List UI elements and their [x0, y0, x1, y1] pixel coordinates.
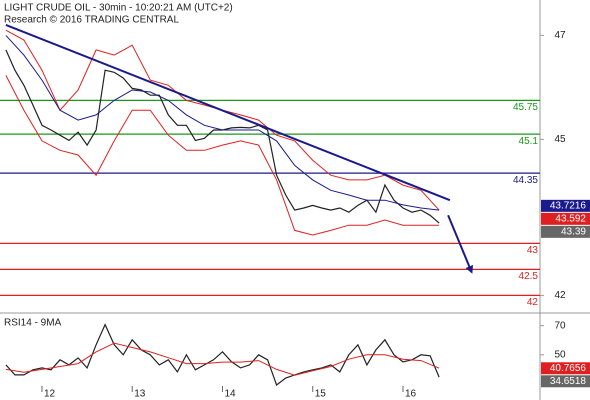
price-tag — [541, 362, 590, 375]
price-tag-label: 43.592 — [555, 213, 586, 224]
level-label: 45.75 — [513, 102, 538, 113]
level-label: 45.1 — [519, 136, 539, 147]
y-tick-label: 42 — [554, 290, 566, 301]
series-line — [5, 35, 440, 211]
y-tick-label: 50 — [554, 349, 566, 360]
y-tick-label: 70 — [554, 320, 566, 331]
level-label: 42.5 — [519, 271, 539, 282]
price-tag — [541, 212, 590, 225]
chart-subtitle: Research © 2016 TRADING CENTRAL — [4, 15, 179, 26]
x-tick-label: 15 — [315, 389, 327, 400]
x-tick-label: 16 — [405, 389, 417, 400]
price-tag-label: 34.6518 — [550, 376, 587, 387]
series-line — [5, 323, 440, 386]
series-line — [5, 342, 440, 376]
price-tag-label: 43.39 — [561, 226, 586, 237]
price-tag — [541, 375, 590, 388]
level-label: 44.35 — [513, 175, 538, 186]
price-tag-label: 40.7656 — [550, 363, 587, 374]
chart-title: LIGHT CRUDE OIL - 30min - 10:20:21 AM (U… — [4, 3, 233, 14]
level-label: 42 — [527, 297, 539, 308]
price-tag-label: 43.7216 — [550, 200, 587, 211]
price-tag — [541, 225, 590, 238]
trend-line — [5, 24, 451, 202]
x-tick-label: 13 — [134, 389, 146, 400]
price-tag — [541, 199, 590, 212]
series-line — [5, 75, 440, 236]
x-tick-label: 12 — [44, 389, 56, 400]
rsi-title: RSI14 - 9MA — [4, 318, 62, 329]
y-tick-label: 47 — [554, 30, 566, 41]
arrow — [447, 214, 473, 274]
x-tick-label: 14 — [224, 389, 236, 400]
plot: 47 45 42 45.75 45.1 44.35 43 42.5 42 43.7216 43.59… — [0, 24, 590, 400]
level-label: 43 — [527, 245, 539, 256]
y-tick-label: 45 — [554, 134, 566, 145]
